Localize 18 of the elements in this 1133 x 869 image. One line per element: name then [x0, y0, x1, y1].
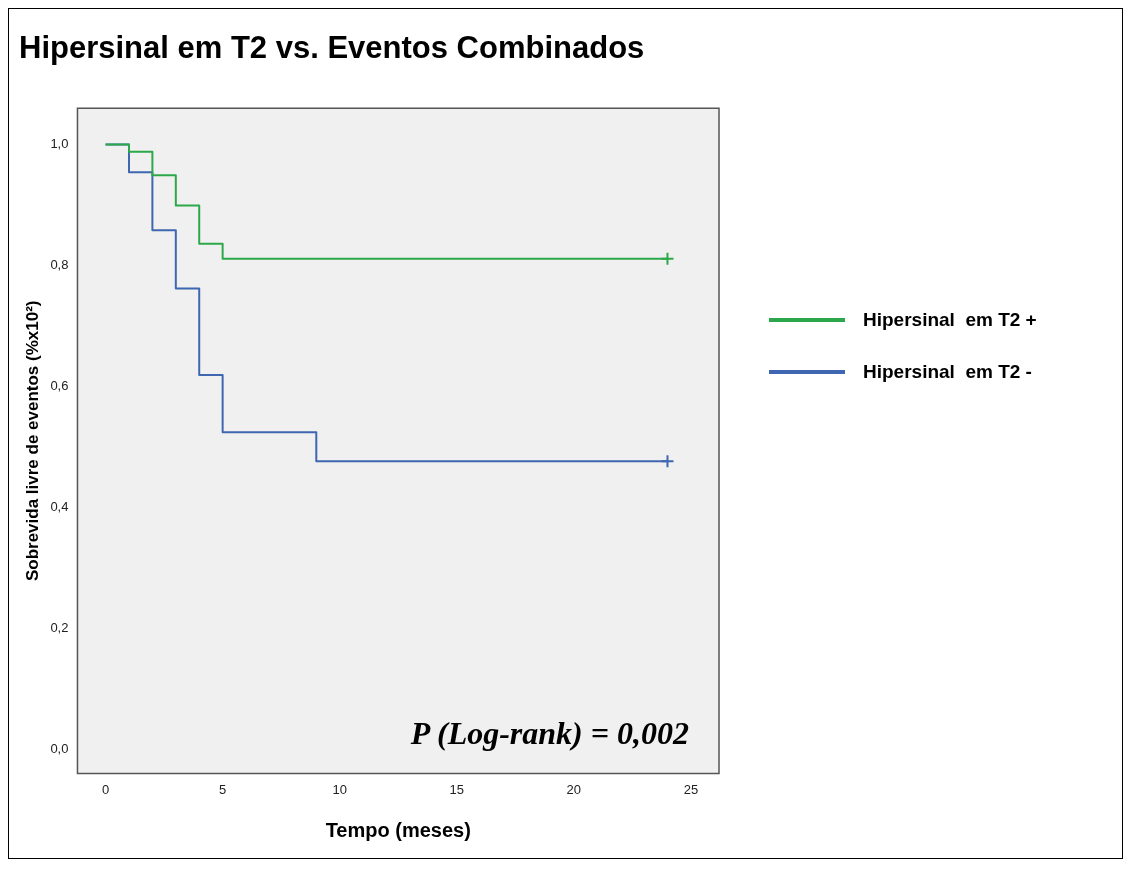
y-axis-title: Sobrevida livre de eventos (%x10²) — [22, 300, 42, 582]
y-tick-label: 0,6 — [50, 377, 69, 393]
x-tick-label: 0 — [101, 781, 110, 797]
x-tick-label: 10 — [332, 781, 347, 797]
y-tick-label: 0,2 — [50, 619, 69, 635]
x-tick-label: 25 — [683, 781, 699, 797]
x-tick-label: 5 — [219, 781, 227, 797]
legend-label: Hipersinal em T2 + — [863, 309, 1037, 331]
chart-title: Hipersinal em T2 vs. Eventos Combinados — [19, 30, 645, 66]
y-tick-label: 0,0 — [50, 740, 69, 756]
x-axis-title: Tempo (meses) — [325, 818, 471, 841]
y-tick-label: 0,8 — [50, 257, 69, 273]
x-tick-label: 20 — [566, 781, 582, 797]
y-tick-label: 0,4 — [50, 498, 69, 514]
x-tick-label: 15 — [449, 781, 464, 797]
legend-label: Hipersinal em T2 - — [863, 361, 1032, 383]
y-tick-label: 1,0 — [50, 136, 69, 152]
annotation: P (Log-rank) = 0,002 — [409, 714, 689, 751]
